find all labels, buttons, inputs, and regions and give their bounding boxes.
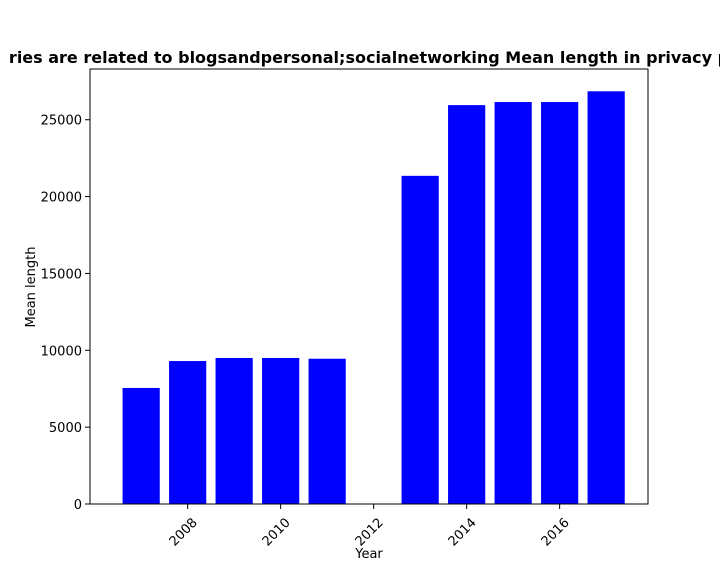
x-tick-label: 2010 (260, 515, 294, 549)
x-axis: 2008 2010 2012 2014 2016 (167, 504, 573, 549)
y-tick-label: 0 (74, 498, 82, 513)
bars-group (122, 91, 625, 505)
bar-2011 (308, 358, 346, 504)
plot-frame (89, 68, 649, 505)
x-tick-label: 2014 (446, 515, 480, 549)
bar-2010 (262, 357, 300, 504)
bar-2014 (448, 105, 486, 504)
y-tick-label: 5000 (49, 421, 82, 436)
bar-2013 (401, 175, 439, 505)
bar-2009 (215, 357, 253, 504)
chart-title: ries are related to blogsandpersonal;soc… (9, 48, 720, 67)
x-axis-label: Year (354, 547, 383, 562)
y-axis: 0 5000 10000 15000 20000 25000 (41, 114, 90, 513)
y-axis-label: Mean length (24, 247, 39, 328)
bar-2007 (122, 387, 160, 504)
bar-2008 (169, 361, 207, 504)
y-tick-label: 10000 (41, 344, 82, 359)
x-tick-label: 2012 (353, 515, 387, 549)
bar-2015 (494, 102, 532, 505)
x-tick-label: 2008 (167, 515, 201, 549)
y-tick-label: 20000 (41, 191, 82, 206)
bar-2017 (587, 91, 625, 504)
y-tick-label: 15000 (41, 267, 82, 282)
bar-2016 (541, 102, 579, 505)
x-tick-label: 2016 (539, 515, 573, 549)
y-tick-label: 25000 (41, 114, 82, 129)
